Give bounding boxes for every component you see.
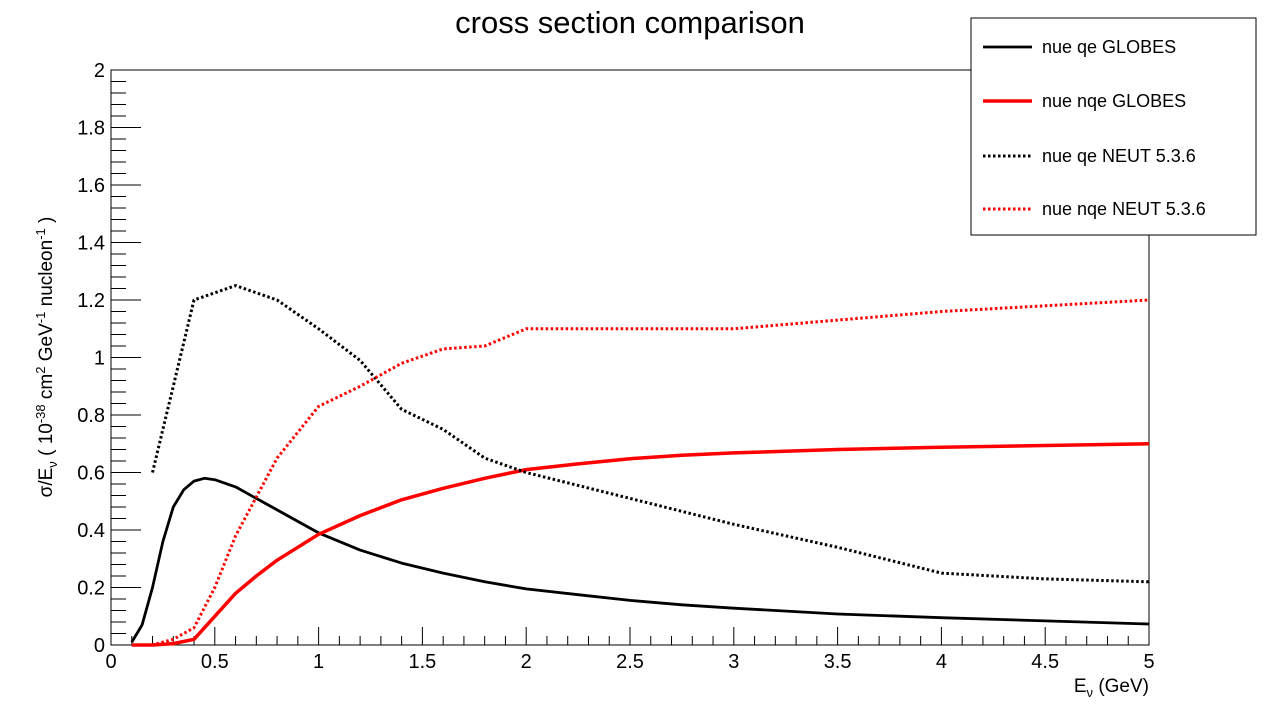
- x-tick-label: 0.5: [201, 651, 229, 673]
- y-tick-label: 2: [94, 60, 105, 82]
- chart-title: cross section comparison: [455, 5, 805, 40]
- x-tick-label: 0: [105, 651, 116, 673]
- x-tick-label: 4.5: [1031, 651, 1059, 673]
- x-axis-label: Eν​ (GeV): [1074, 676, 1149, 700]
- series-group: [130, 284, 1150, 647]
- y-tick-label: 0.4: [77, 520, 105, 542]
- y-axis-label: σ/Eν​ ( 10-38​ cm2​ GeV-1​ nucleon-1​ ): [33, 217, 60, 498]
- legend-label: nue qe GLOBES: [1042, 37, 1176, 57]
- x-tick-label: 5: [1143, 651, 1154, 673]
- y-tick-label: 0.8: [77, 405, 105, 427]
- series-3: [151, 284, 1150, 584]
- x-tick-label: 1: [313, 651, 324, 673]
- series-line: [151, 284, 1150, 584]
- legend-box: [970, 17, 1257, 236]
- y-tick-label: 1.2: [77, 290, 105, 312]
- series-2: [131, 442, 1150, 647]
- x-tick-label: 2.5: [616, 651, 644, 673]
- series-4: [131, 298, 1150, 647]
- series-line: [131, 442, 1150, 647]
- legend-label: nue nqe NEUT 5.3.6: [1042, 199, 1206, 219]
- x-tick-label: 3: [728, 651, 739, 673]
- x-tick-label: 3.5: [824, 651, 852, 673]
- y-tick-label: 1.8: [77, 118, 105, 140]
- y-tick-label: 1: [94, 348, 105, 370]
- y-tick-label: 1.4: [77, 233, 105, 255]
- axis-tick-labels: 0 0.5 1 1.5 2 2.5 3 3.5 4 4.5 5 0 0.2 0.4 0.6 0.8 1 1.2 1.…: [77, 60, 1154, 673]
- x-tick-label: 2: [521, 651, 532, 673]
- y-tick-label: 1.6: [77, 175, 105, 197]
- x-tick-label: 4: [936, 651, 947, 673]
- axis-ticks: [110, 69, 1150, 646]
- y-tick-label: 0.6: [77, 463, 105, 485]
- legend: nue qe GLOBES nue nqe GLOBES nue qe NEUT 5…: [970, 17, 1257, 236]
- y-tick-label: 0: [94, 635, 105, 657]
- legend-label: nue qe NEUT 5.3.6: [1042, 146, 1196, 166]
- legend-label: nue nqe GLOBES: [1042, 91, 1186, 111]
- y-tick-label: 0.2: [77, 578, 105, 600]
- x-tick-label: 1.5: [408, 651, 436, 673]
